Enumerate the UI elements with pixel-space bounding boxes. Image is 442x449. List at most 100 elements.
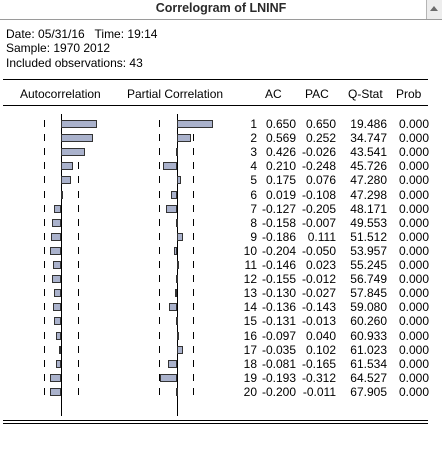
row-pac-value: -0.012 — [301, 272, 336, 287]
pac-confidence-tick — [159, 261, 160, 268]
pac-confidence-tick — [193, 218, 194, 226]
row-prob-value: 0.000 — [398, 159, 429, 174]
row-pac-value: -0.108 — [301, 187, 336, 202]
qstat-header: Q-Stat — [348, 87, 383, 101]
row-q-value: 49.553 — [350, 215, 387, 230]
prob-header: Prob — [396, 87, 422, 101]
pac-bar — [177, 261, 179, 269]
ac-confidence-tick — [78, 303, 79, 311]
ac-bar — [52, 275, 61, 284]
ac-zero-line — [61, 114, 62, 416]
ac-confidence-tick — [44, 373, 45, 381]
ac-bar — [61, 148, 85, 157]
ac-bar — [49, 387, 61, 396]
row-q-value: 59.080 — [350, 300, 387, 315]
ac-confidence-tick — [44, 148, 45, 156]
pac-bar — [175, 289, 178, 298]
ac-bar — [52, 261, 61, 269]
ac-bar — [52, 218, 61, 227]
pac-bar — [177, 331, 180, 340]
row-lag-value: 9 — [250, 229, 257, 244]
scroll-up-button[interactable] — [426, 0, 442, 19]
ac-confidence-tick — [78, 246, 79, 254]
ac-confidence-tick — [44, 204, 45, 212]
pac-bar — [177, 120, 214, 128]
row-q-value: 56.749 — [350, 272, 387, 287]
row-pac-value: -0.026 — [301, 145, 336, 160]
ac-bar — [53, 303, 61, 312]
row-pac-value: -0.143 — [301, 300, 336, 315]
row-q-value: 53.957 — [350, 243, 387, 258]
pac-confidence-tick — [159, 303, 160, 311]
row-prob-value: 0.000 — [398, 145, 429, 160]
pac-bar — [176, 317, 178, 326]
row-pac-value: 0.076 — [305, 173, 336, 188]
row-lag-value: 8 — [250, 215, 257, 230]
pac-confidence-tick — [193, 345, 194, 353]
ac-bar — [50, 373, 61, 382]
pac-confidence-tick — [159, 289, 160, 297]
table-bottom-rule-2 — [3, 423, 428, 424]
ac-bar — [56, 359, 61, 368]
row-lag-value: 4 — [250, 159, 257, 174]
row-q-value: 34.747 — [350, 131, 387, 146]
sample-line: Sample: 1970 2012 — [6, 41, 111, 55]
row-q-value: 60.260 — [350, 314, 387, 329]
row-lag-value: 6 — [250, 187, 257, 202]
pac-bar — [177, 176, 182, 185]
pac-confidence-tick — [159, 120, 160, 127]
ac-confidence-tick — [78, 261, 79, 268]
row-lag-value: 12 — [243, 272, 257, 287]
scroll-up-arrow-icon — [430, 6, 438, 11]
row-q-value: 47.280 — [350, 173, 387, 188]
row-ac-value: -0.155 — [261, 272, 296, 287]
pac-bar — [177, 345, 183, 354]
row-lag-value: 3 — [250, 145, 257, 160]
row-ac-value: -0.130 — [261, 286, 296, 301]
row-pac-value: -0.248 — [301, 159, 336, 174]
row-prob-value: 0.000 — [398, 384, 429, 399]
row-prob-value: 0.000 — [398, 300, 429, 315]
ac-confidence-tick — [78, 218, 79, 226]
ac-bar — [50, 232, 61, 241]
ac-confidence-tick — [44, 331, 45, 339]
row-pac-value: 0.102 — [305, 342, 336, 357]
row-q-value: 67.905 — [350, 384, 387, 399]
ac-bar — [61, 134, 93, 143]
pac-bar — [165, 204, 177, 213]
row-pac-value: -0.027 — [301, 286, 336, 301]
ac-confidence-tick — [78, 176, 79, 184]
row-lag-value: 5 — [250, 173, 257, 188]
row-pac-value: -0.007 — [301, 215, 336, 230]
row-ac-value: -0.081 — [261, 356, 296, 371]
row-lag-value: 10 — [243, 243, 257, 258]
pac-confidence-tick — [193, 190, 194, 198]
pac-bar — [159, 373, 177, 382]
ac-confidence-tick — [78, 331, 79, 339]
ac-confidence-tick — [78, 162, 79, 170]
row-pac-value: 0.023 — [305, 258, 336, 272]
ac-confidence-tick — [78, 289, 79, 297]
row-q-value: 51.512 — [350, 229, 387, 244]
pac-confidence-tick — [159, 232, 160, 240]
row-ac-value: -0.186 — [261, 229, 296, 244]
row-ac-value: -0.035 — [261, 342, 296, 357]
pac-confidence-tick — [193, 373, 194, 381]
ac-confidence-tick — [44, 232, 45, 240]
row-ac-value: 0.426 — [265, 145, 296, 160]
row-q-value: 48.171 — [350, 201, 387, 216]
ac-confidence-tick — [78, 190, 79, 198]
pac-bar — [176, 275, 178, 284]
ac-confidence-tick — [78, 359, 79, 367]
row-q-value: 61.023 — [350, 342, 387, 357]
row-pac-value: 0.040 — [305, 328, 336, 343]
row-lag-value: 15 — [243, 314, 257, 329]
pac-confidence-tick — [159, 148, 160, 156]
window-title-bar: Correlogram of LNINF — [0, 0, 442, 20]
row-ac-value: -0.200 — [261, 384, 296, 399]
pac-bar — [175, 148, 178, 157]
pac-confidence-tick — [159, 134, 160, 142]
row-ac-value: -0.146 — [261, 258, 296, 272]
row-pac-value: -0.165 — [301, 356, 336, 371]
header-top-rule — [3, 79, 428, 80]
